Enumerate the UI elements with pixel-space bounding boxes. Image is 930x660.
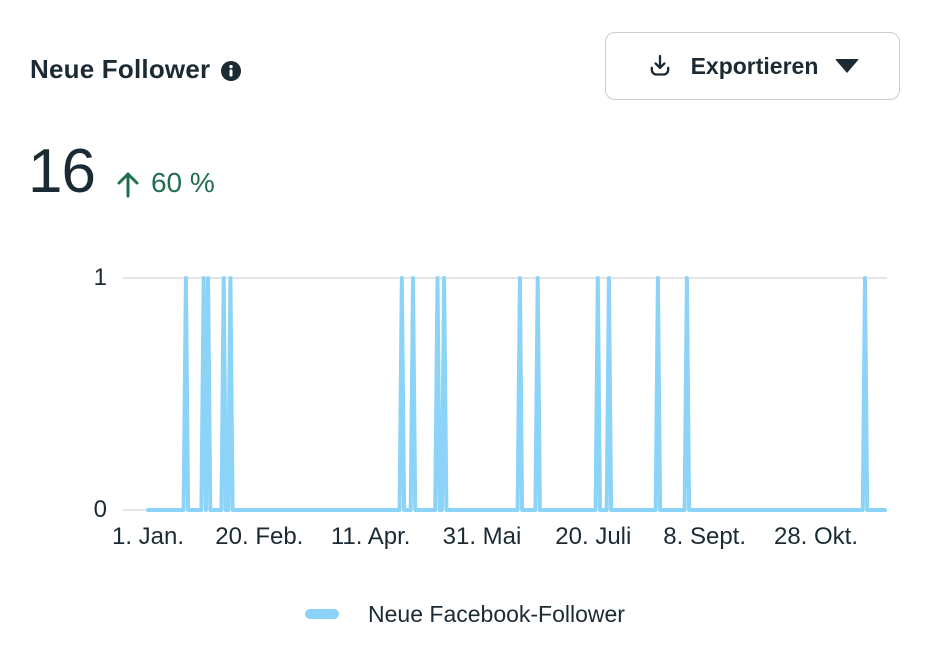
kpi-value: 16	[28, 137, 96, 206]
kpi-trend-percent: 60 %	[150, 167, 215, 198]
info-icon[interactable]	[221, 60, 242, 81]
export-button[interactable]: Exportieren	[605, 32, 900, 100]
x-tick-label: 20. Juli	[555, 523, 632, 550]
x-tick-label: 11. Apr.	[330, 523, 411, 550]
legend-line-swatch[interactable]	[305, 609, 340, 619]
caret-down-icon	[835, 59, 860, 73]
follower-chart[interactable]: 0 1 1. Jan. 20. Feb. 11. Apr. 31. Mai 20. Jul…	[0, 250, 930, 570]
legend-label[interactable]: Neue Facebook-Follower	[368, 600, 625, 627]
series-line-neue-facebook-follower[interactable]	[146, 276, 887, 512]
panel-title: Neue Follower	[30, 54, 211, 84]
x-tick-label: 8. Sept.	[663, 523, 747, 550]
chart-plot-area[interactable]	[0, 250, 930, 570]
kpi-row: 16 60 %	[28, 137, 215, 206]
y-tick-label: 1	[93, 264, 107, 291]
arrow-up-icon	[115, 170, 141, 198]
chart-legend: Neue Facebook-Follower	[0, 598, 930, 630]
export-button-label: Exportieren	[690, 52, 819, 79]
panel-header: Neue Follower	[30, 54, 242, 85]
x-tick-label: 28. Okt.	[773, 523, 859, 550]
download-icon	[646, 52, 674, 80]
x-tick-label: 31. Mai	[442, 523, 522, 550]
y-tick-label: 0	[93, 496, 107, 523]
x-tick-label: 20. Feb.	[215, 523, 304, 550]
x-tick-label: 1. Jan.	[111, 523, 185, 550]
